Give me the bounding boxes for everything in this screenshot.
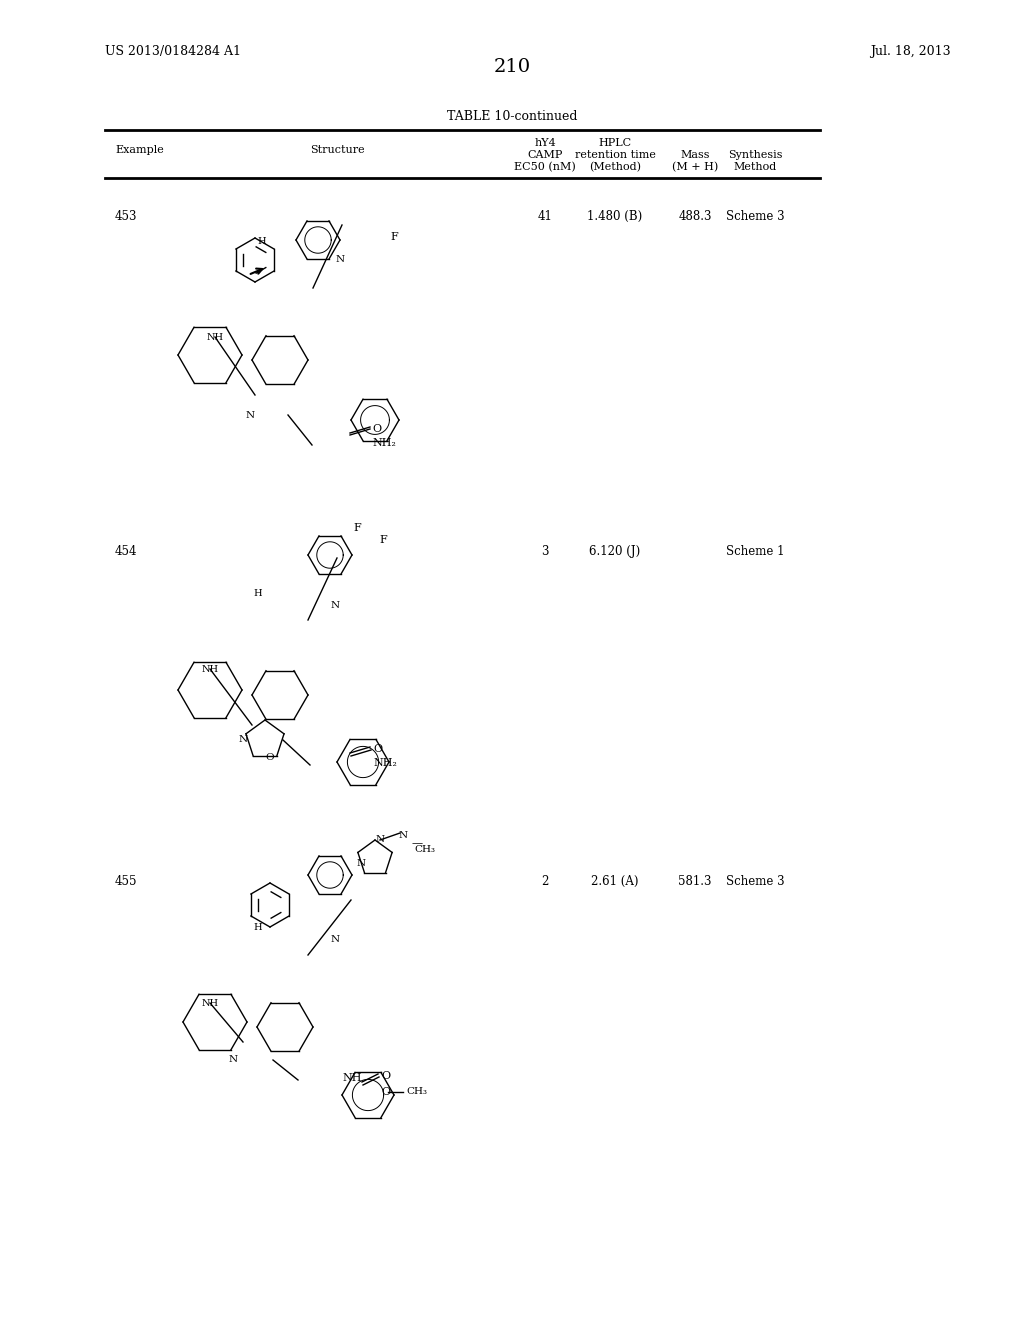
Text: F: F [379, 535, 387, 545]
Text: CH₃: CH₃ [406, 1088, 427, 1097]
Text: NH: NH [202, 664, 218, 673]
Text: NH: NH [207, 333, 223, 342]
Text: Synthesis: Synthesis [728, 150, 782, 160]
Text: retention time: retention time [574, 150, 655, 160]
Text: O: O [381, 1086, 390, 1097]
Text: 3: 3 [542, 545, 549, 558]
Text: US 2013/0184284 A1: US 2013/0184284 A1 [105, 45, 241, 58]
Text: 6.120 (J): 6.120 (J) [590, 545, 641, 558]
Text: N: N [376, 836, 385, 845]
Text: 210: 210 [494, 58, 530, 77]
Text: 455: 455 [115, 875, 137, 888]
Text: Mass: Mass [680, 150, 710, 160]
Text: F: F [390, 232, 397, 242]
Text: 454: 454 [115, 545, 137, 558]
Text: N: N [356, 859, 366, 869]
Text: CH₃: CH₃ [415, 846, 435, 854]
Text: 2.61 (A): 2.61 (A) [591, 875, 639, 888]
Text: N: N [228, 1056, 238, 1064]
Text: O: O [372, 424, 381, 434]
Text: 2: 2 [542, 875, 549, 888]
Text: (M + H): (M + H) [672, 162, 718, 173]
Text: TABLE 10-continued: TABLE 10-continued [446, 110, 578, 123]
Text: Structure: Structure [310, 145, 365, 154]
Text: —: — [412, 838, 423, 847]
Text: NH₂: NH₂ [372, 438, 396, 447]
Text: N: N [336, 256, 344, 264]
Text: N: N [239, 735, 248, 744]
Text: 581.3: 581.3 [678, 875, 712, 888]
Text: NH: NH [342, 1073, 361, 1082]
Text: 1.480 (B): 1.480 (B) [588, 210, 643, 223]
Text: Jul. 18, 2013: Jul. 18, 2013 [870, 45, 950, 58]
Text: H: H [254, 924, 262, 932]
Text: H: H [258, 238, 266, 247]
Text: CAMP: CAMP [527, 150, 562, 160]
Text: Method: Method [733, 162, 776, 172]
Text: N: N [398, 830, 408, 840]
Text: 41: 41 [538, 210, 552, 223]
Text: Scheme 1: Scheme 1 [726, 545, 784, 558]
Text: F: F [353, 523, 360, 533]
Text: NH₂: NH₂ [373, 758, 397, 768]
Text: 488.3: 488.3 [678, 210, 712, 223]
Text: O: O [381, 1071, 390, 1081]
Text: O: O [373, 744, 382, 754]
Text: N: N [331, 936, 340, 945]
Text: Example: Example [115, 145, 164, 154]
Text: hY4: hY4 [535, 139, 556, 148]
Text: Scheme 3: Scheme 3 [726, 875, 784, 888]
Text: 453: 453 [115, 210, 137, 223]
Text: O: O [265, 754, 274, 763]
Text: (Method): (Method) [589, 162, 641, 173]
Text: Scheme 3: Scheme 3 [726, 210, 784, 223]
Text: N: N [246, 411, 255, 420]
Text: H: H [254, 589, 262, 598]
Text: NH: NH [202, 998, 218, 1007]
Text: EC50 (nM): EC50 (nM) [514, 162, 575, 173]
Text: HPLC: HPLC [598, 139, 632, 148]
Text: N: N [331, 601, 340, 610]
